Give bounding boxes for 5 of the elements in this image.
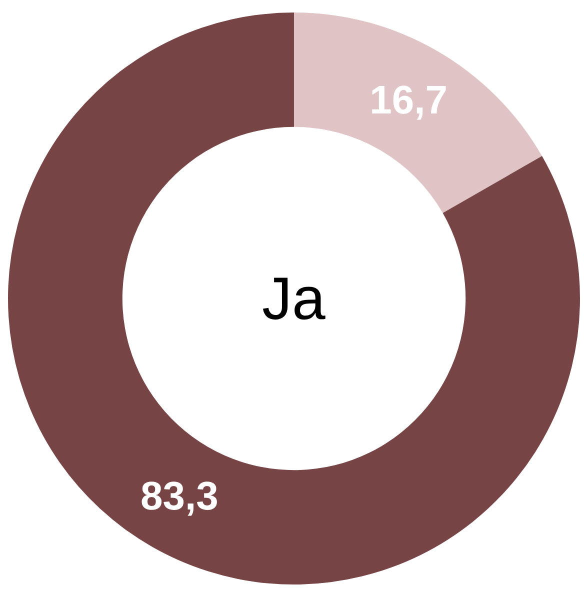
donut-slice xyxy=(294,12,542,214)
text: Ja xyxy=(262,265,326,332)
data-label: 83,3 xyxy=(140,474,218,519)
data-label: 16,7 xyxy=(370,78,448,122)
donut-slice xyxy=(8,12,580,584)
